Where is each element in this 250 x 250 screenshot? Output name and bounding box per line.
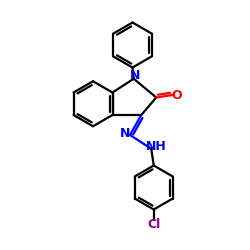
Text: Cl: Cl	[147, 218, 160, 230]
Text: O: O	[171, 88, 182, 102]
Text: N: N	[130, 69, 140, 82]
Text: NH: NH	[146, 140, 167, 153]
Text: N: N	[120, 127, 131, 140]
